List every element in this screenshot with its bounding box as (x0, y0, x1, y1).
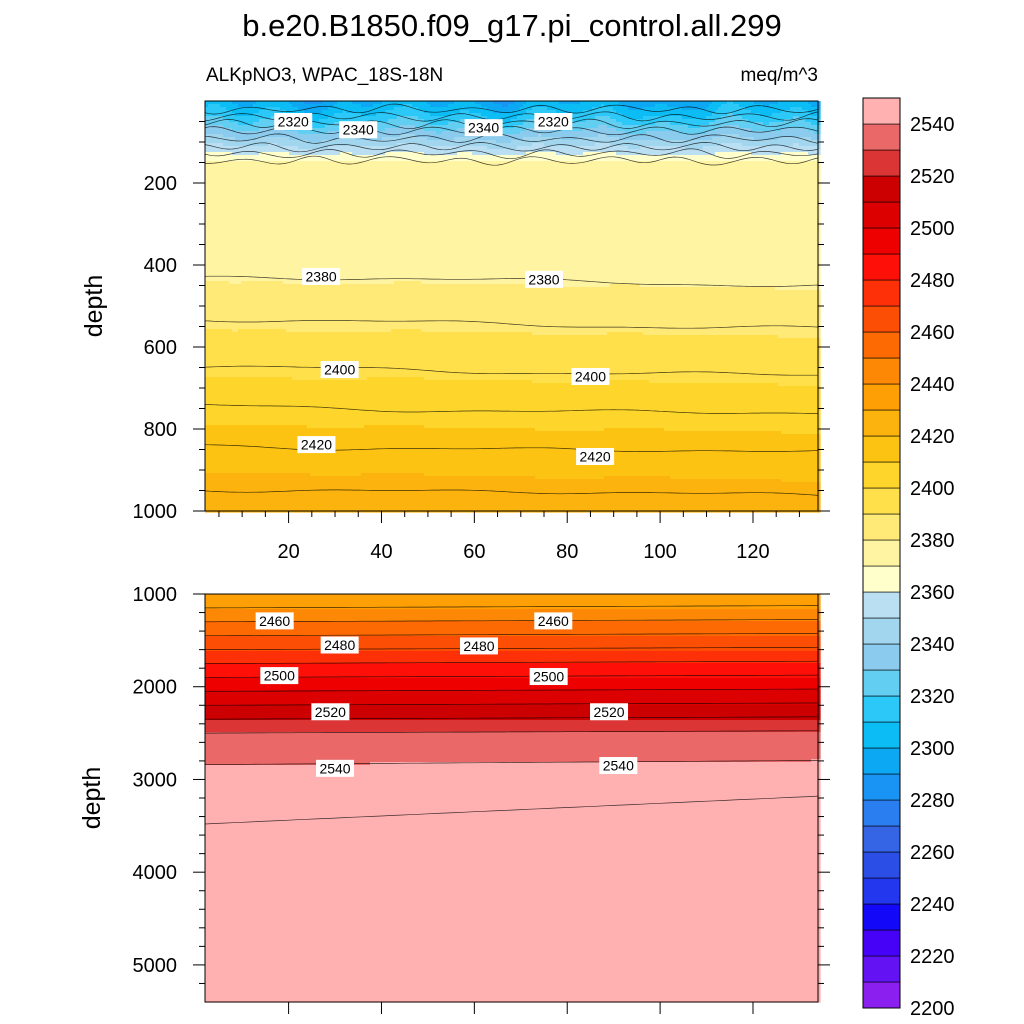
units-label: meq/m^3 (740, 65, 818, 86)
chart-title: b.e20.B1850.f09_g17.pi_control.all.299 (242, 8, 782, 43)
variable-label: ALKpNO3, WPAC_18S-18N (206, 65, 443, 86)
